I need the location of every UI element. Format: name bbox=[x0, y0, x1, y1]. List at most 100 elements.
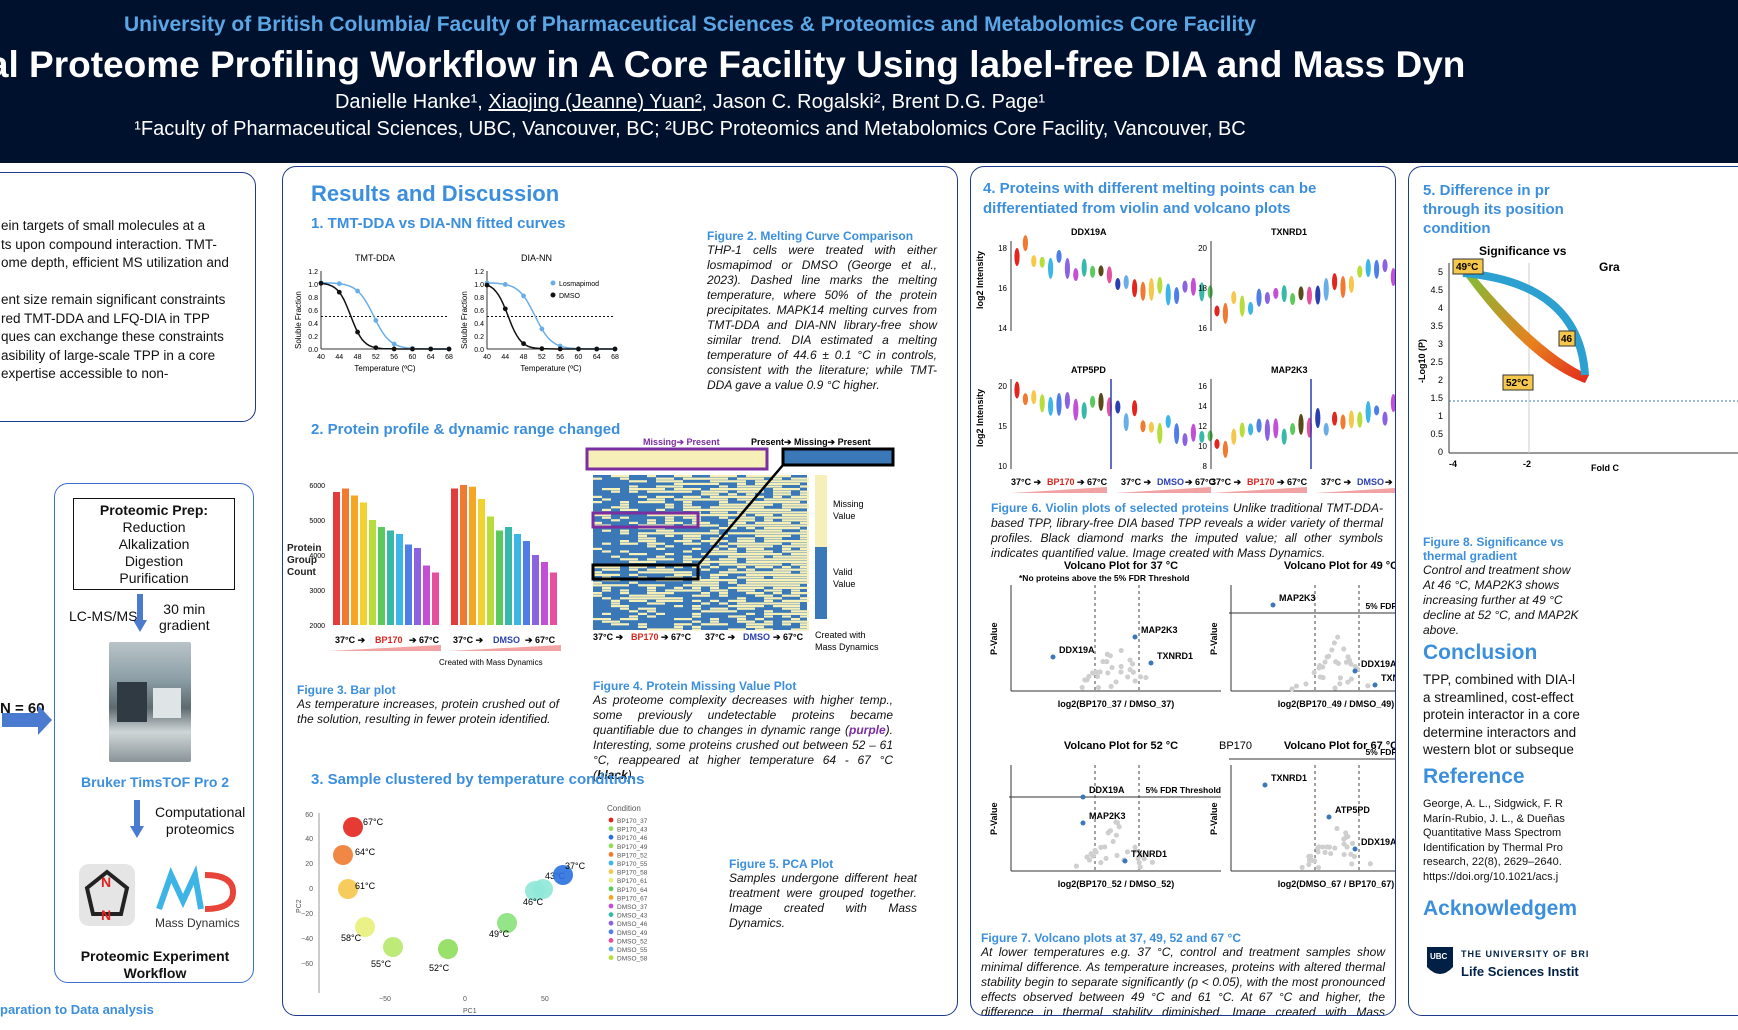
violin bbox=[1073, 268, 1079, 282]
missing-cell bbox=[791, 602, 800, 605]
missing-cell bbox=[629, 508, 638, 511]
section-4-heading: 4. Proteins with different melting point… bbox=[983, 180, 1317, 217]
temp-badge-label: 46 bbox=[1561, 334, 1573, 345]
missing-cell bbox=[719, 579, 728, 582]
heatmap-credit: Created with bbox=[815, 630, 866, 640]
missing-cell bbox=[602, 584, 611, 587]
bar bbox=[432, 572, 439, 625]
volcano-point bbox=[1136, 860, 1142, 866]
trajectory-arrow bbox=[1463, 269, 1589, 383]
missing-cell bbox=[800, 524, 809, 527]
workflow-panel: Proteomic Prep: Reduction Alkalization Dig… bbox=[54, 483, 254, 983]
missing-cell bbox=[620, 503, 629, 506]
acknowledgement-heading: Acknowledgem bbox=[1423, 897, 1578, 920]
missing-cell bbox=[746, 519, 755, 522]
missing-cell bbox=[746, 586, 755, 589]
missing-cell bbox=[710, 623, 719, 626]
missing-cell bbox=[647, 540, 656, 543]
missing-cell bbox=[746, 537, 755, 540]
missing-cell bbox=[791, 498, 800, 501]
missing-cell bbox=[710, 547, 719, 550]
missing-cell bbox=[800, 563, 809, 566]
bar bbox=[532, 555, 539, 625]
losmapimod-point bbox=[539, 326, 545, 332]
missing-cell bbox=[656, 592, 665, 595]
missing-cell bbox=[647, 594, 656, 597]
y-label: Soluble Fraction bbox=[294, 291, 303, 349]
violin bbox=[1098, 265, 1104, 277]
missing-cell bbox=[602, 498, 611, 501]
missing-cell bbox=[611, 573, 620, 576]
y-tick: 20 bbox=[305, 861, 313, 868]
violin-title: ATP5PD bbox=[1071, 365, 1106, 375]
missing-cell bbox=[728, 558, 737, 561]
missing-cell bbox=[710, 589, 719, 592]
violin bbox=[1190, 277, 1196, 296]
x-label: Temperature (ºC) bbox=[520, 364, 581, 373]
missing-cell bbox=[782, 516, 791, 519]
missing-cell bbox=[782, 498, 791, 501]
missing-cell bbox=[629, 568, 638, 571]
missing-cell bbox=[800, 514, 809, 517]
missing-cell bbox=[755, 553, 764, 556]
bar bbox=[523, 541, 530, 625]
missing-cell bbox=[764, 602, 773, 605]
volcano-point bbox=[1113, 679, 1119, 685]
missing-cell bbox=[656, 571, 665, 574]
y-tick: 8 bbox=[1203, 462, 1208, 471]
intro-line: ent size remain significant constraints bbox=[1, 292, 226, 307]
missing-cell bbox=[719, 550, 728, 553]
missing-cell bbox=[683, 532, 692, 535]
volcano-point bbox=[1137, 864, 1143, 870]
missing-cell bbox=[710, 514, 719, 517]
missing-cell bbox=[674, 482, 683, 485]
missing-cell bbox=[764, 563, 773, 566]
missing-cell bbox=[764, 615, 773, 618]
bar-x-label: 37°C ➔ bbox=[453, 635, 484, 645]
authors-rest: , Jason C. Rogalski², Brent D.G. Page¹ bbox=[701, 91, 1045, 113]
volcano-point bbox=[1365, 683, 1371, 689]
missing-cell bbox=[791, 503, 800, 506]
missing-cell bbox=[764, 623, 773, 626]
fdr-label: 5% FDR Threshold bbox=[1365, 747, 1396, 757]
violin bbox=[1256, 288, 1262, 307]
computational-label: Computational proteomics bbox=[155, 804, 246, 837]
missing-cell bbox=[719, 607, 728, 610]
dmso-point bbox=[336, 289, 342, 295]
missing-cell bbox=[710, 599, 719, 602]
y-tick: 0.2 bbox=[474, 334, 484, 341]
missing-cell bbox=[746, 490, 755, 493]
missing-cell bbox=[710, 586, 719, 589]
missing-cell bbox=[638, 571, 647, 574]
missing-cell bbox=[719, 623, 728, 626]
legend-label: DMSO_43 bbox=[617, 913, 648, 920]
missing-cell bbox=[791, 568, 800, 571]
missing-cell bbox=[791, 482, 800, 485]
bar-x-label: BP170 bbox=[375, 635, 403, 645]
legend-label: DMSO bbox=[559, 293, 581, 300]
missing-cell bbox=[629, 610, 638, 613]
temp-badge bbox=[1502, 374, 1534, 391]
volcano-point bbox=[1098, 845, 1104, 850]
missing-cell bbox=[764, 573, 773, 576]
missing-cell bbox=[620, 506, 629, 509]
violin bbox=[1157, 422, 1163, 444]
missing-cell bbox=[746, 612, 755, 615]
missing-cell bbox=[602, 568, 611, 571]
losmapimod-point bbox=[373, 318, 379, 323]
volcano-panel: Volcano Plot for 52 °C 5% FDR Threshold DD… bbox=[989, 740, 1221, 889]
volcano-point bbox=[1132, 848, 1138, 854]
missing-cell bbox=[764, 511, 773, 514]
missing-cell bbox=[755, 558, 764, 561]
missing-cell bbox=[791, 628, 800, 631]
missing-cell bbox=[773, 529, 782, 532]
legend-label: BP170_61 bbox=[617, 878, 648, 885]
missing-cell bbox=[791, 605, 800, 608]
missing-cell bbox=[593, 495, 602, 498]
legend-marker bbox=[608, 903, 614, 909]
y-tick: 0.6 bbox=[308, 308, 318, 315]
missing-cell bbox=[656, 485, 665, 488]
missing-cell bbox=[746, 589, 755, 592]
missing-cell bbox=[800, 586, 809, 589]
